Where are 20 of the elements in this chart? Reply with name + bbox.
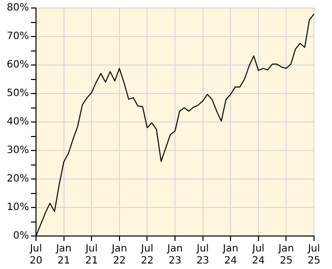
x-tick-label: Jan 24 xyxy=(222,244,238,267)
x-tick-label: Jan 25 xyxy=(277,244,294,267)
y-tick-label: 70% xyxy=(6,31,29,42)
y-tick-label: 30% xyxy=(6,145,29,156)
x-tick-label: Jul 23 xyxy=(196,244,210,267)
y-tick-label: 10% xyxy=(6,202,29,214)
x-tick-label: Jan 21 xyxy=(55,244,72,267)
x-tick-label: Jul 20 xyxy=(28,244,42,267)
y-tick-label: 80% xyxy=(6,2,29,14)
y-tick-label: 0% xyxy=(13,230,29,242)
x-tick-label: Jul 24 xyxy=(251,244,265,267)
y-tick-label: 60% xyxy=(6,60,29,71)
x-tick-label: Jan 23 xyxy=(166,244,183,267)
y-tick-label: 20% xyxy=(6,174,29,185)
x-tick-label: Jul 22 xyxy=(140,244,154,267)
x-tick-label: Jul 25 xyxy=(306,244,320,267)
y-tick-label: 40% xyxy=(6,116,29,128)
x-tick-label: Jul 21 xyxy=(84,244,98,267)
y-tick-label: 50% xyxy=(6,88,29,100)
x-tick-label: Jan 22 xyxy=(110,244,128,267)
